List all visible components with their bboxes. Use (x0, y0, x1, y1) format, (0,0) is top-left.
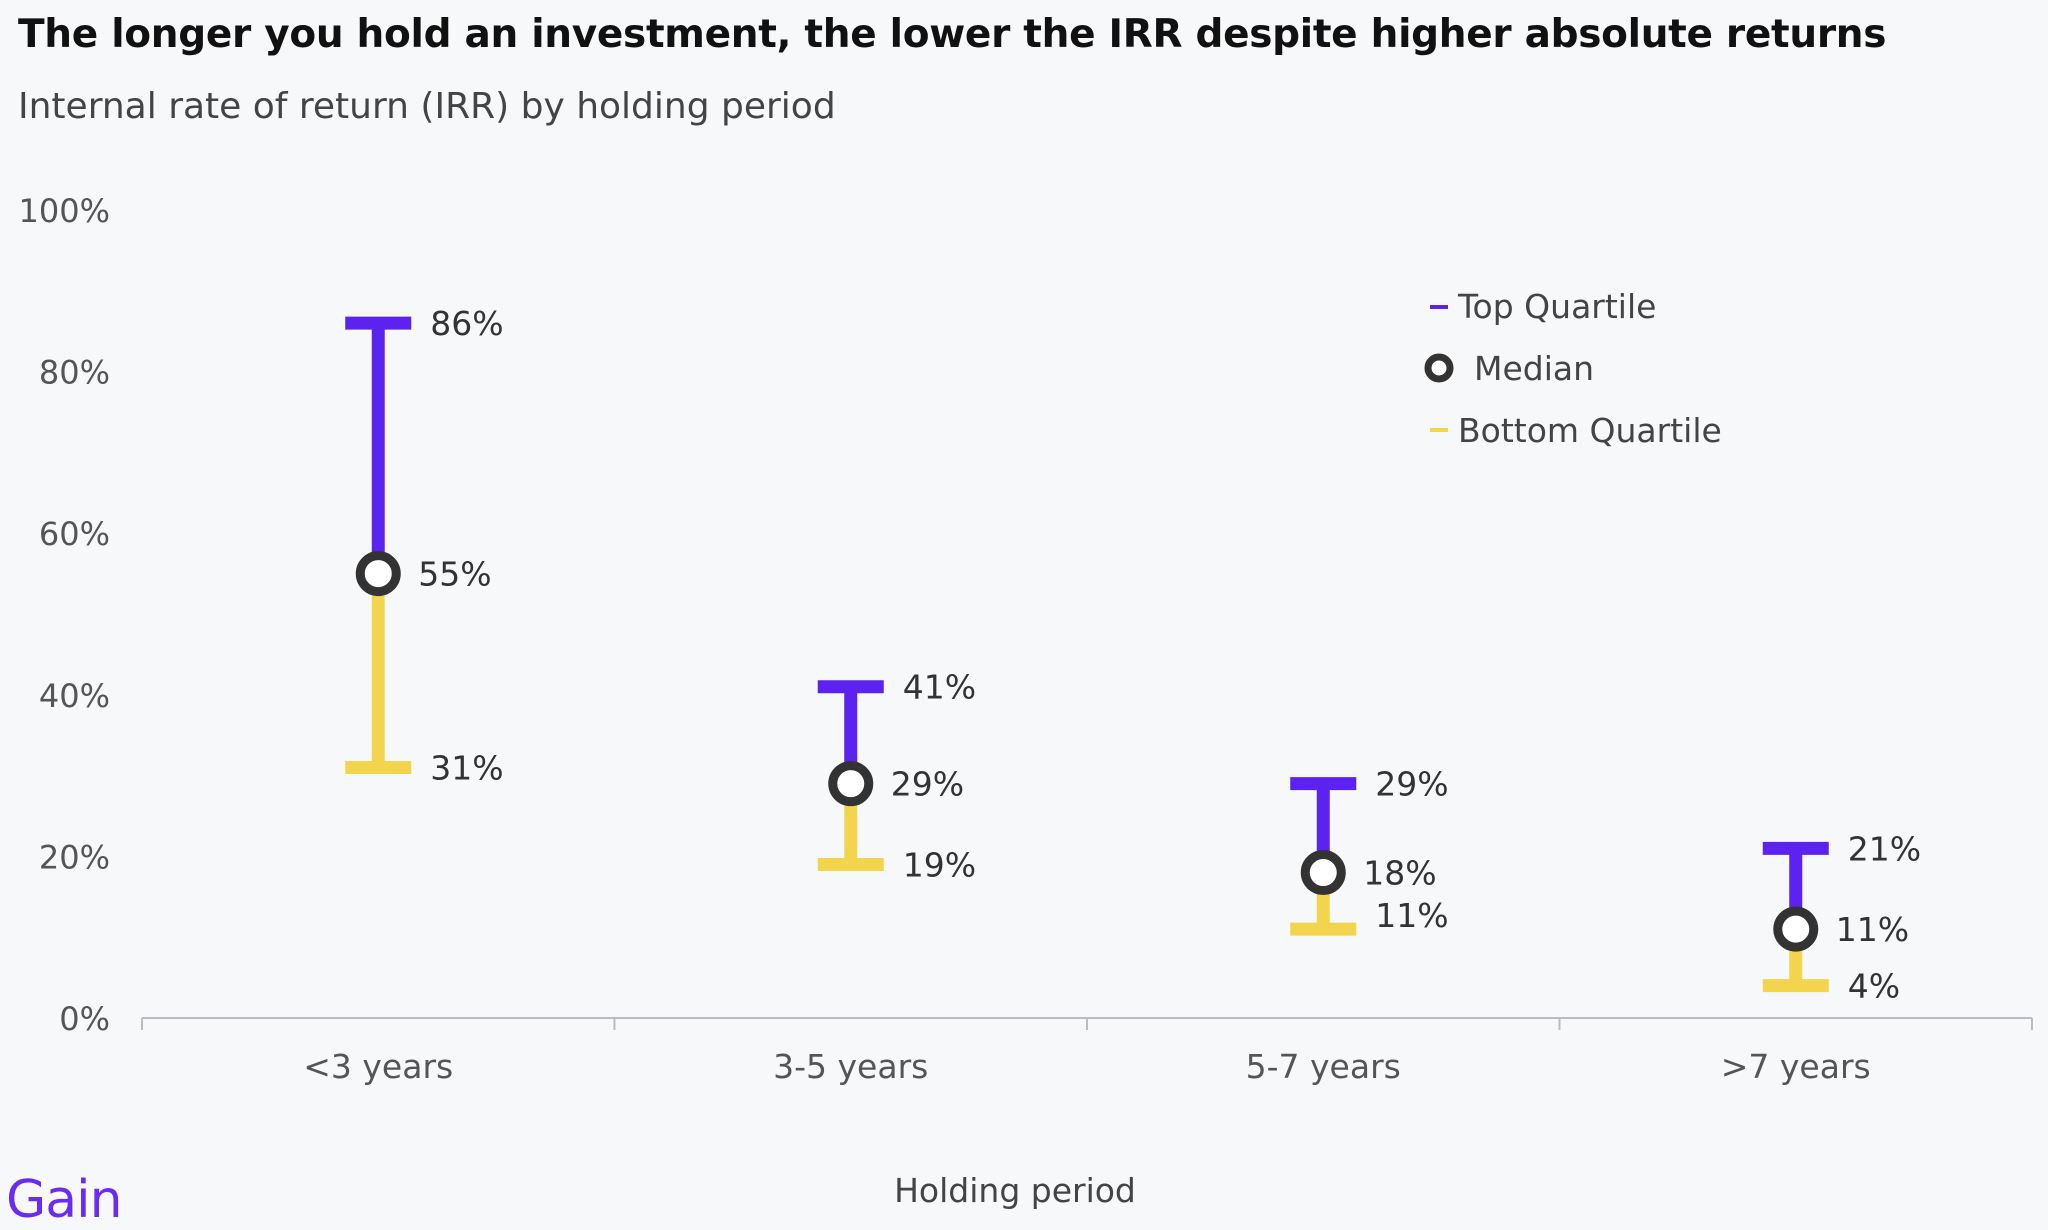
top-quartile-label: 29% (1375, 765, 1448, 804)
median-label: 55% (418, 555, 491, 594)
bottom-quartile-label: 19% (903, 845, 976, 884)
y-tick-label: 100% (19, 192, 110, 230)
median-marker (1773, 906, 1819, 952)
y-tick-label: 80% (39, 354, 110, 392)
y-tick-label: 40% (39, 677, 110, 715)
median-label: 29% (891, 765, 964, 804)
gain-logo: Gain (6, 1170, 123, 1230)
top-quartile-label: 21% (1848, 829, 1921, 868)
median-label: 11% (1836, 910, 1909, 949)
x-tick-label: >7 years (1721, 1047, 1871, 1086)
x-tick-label: 3-5 years (773, 1047, 928, 1086)
y-tick-label: 60% (39, 515, 110, 553)
top-quartile-label: 41% (903, 668, 976, 707)
median-marker (1300, 850, 1346, 896)
median-label: 18% (1363, 854, 1436, 893)
x-tick-label: <3 years (303, 1047, 453, 1086)
chart-title: The longer you hold an investment, the l… (18, 12, 1887, 57)
legend-bottom-quartile-label: Bottom Quartile (1458, 411, 1722, 450)
median-marker (355, 551, 401, 597)
bottom-quartile-label: 31% (430, 749, 503, 788)
median-marker (828, 761, 874, 807)
legend-median-label: Median (1474, 349, 1594, 388)
x-axis-title: Holding period (894, 1171, 1136, 1210)
legend-top-quartile-label: Top Quartile (1457, 287, 1656, 326)
legend-median-swatch (1424, 353, 1454, 383)
y-tick-label: 0% (59, 1000, 110, 1038)
top-quartile-label: 86% (430, 304, 503, 343)
chart-subtitle: Internal rate of return (IRR) by holding… (18, 86, 836, 127)
bottom-quartile-label: 4% (1848, 967, 1900, 1006)
y-tick-label: 20% (39, 838, 110, 876)
x-tick-label: 5-7 years (1246, 1047, 1401, 1086)
bottom-quartile-label: 11% (1375, 896, 1448, 935)
